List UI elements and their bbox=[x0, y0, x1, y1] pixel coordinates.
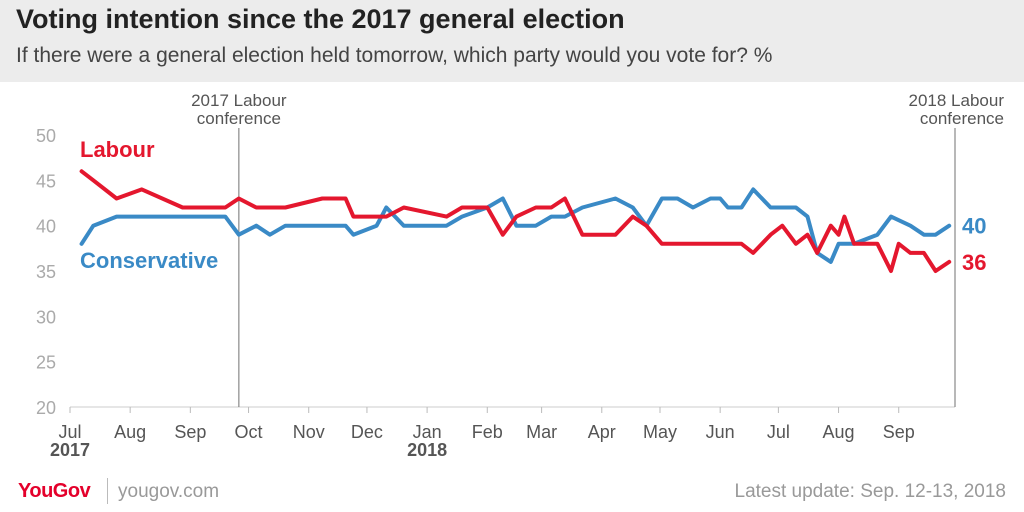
header: Voting intention since the 2017 general … bbox=[0, 0, 1024, 82]
x-tick-year-label: 2017 bbox=[50, 440, 90, 460]
x-tick-label: Dec bbox=[351, 422, 383, 442]
y-tick-label: 25 bbox=[36, 353, 56, 373]
annotation-label-line2: conference bbox=[920, 109, 1004, 128]
footer-site-link[interactable]: yougov.com bbox=[118, 481, 220, 502]
labour-end-value: 36 bbox=[962, 250, 986, 275]
x-tick-year-label: 2018 bbox=[407, 440, 447, 460]
x-tick-label: Jul bbox=[767, 422, 790, 442]
annotation-label-line1: 2018 Labour bbox=[909, 91, 1005, 110]
x-tick-label: Oct bbox=[235, 422, 263, 442]
x-tick-label: Sep bbox=[174, 422, 206, 442]
x-tick-label: Aug bbox=[114, 422, 146, 442]
y-tick-label: 50 bbox=[36, 126, 56, 146]
x-tick-label: Apr bbox=[588, 422, 616, 442]
latest-update-text: Latest update: Sep. 12-13, 2018 bbox=[734, 481, 1007, 502]
y-tick-label: 35 bbox=[36, 262, 56, 282]
annotation-label-line2: conference bbox=[197, 109, 281, 128]
y-tick-label: 40 bbox=[36, 217, 56, 237]
x-tick-label: Sep bbox=[883, 422, 915, 442]
x-tick-label: Aug bbox=[823, 422, 855, 442]
x-tick-label: May bbox=[643, 422, 677, 442]
chart-title: Voting intention since the 2017 general … bbox=[16, 4, 625, 34]
footer-divider bbox=[107, 478, 108, 504]
chart-subtitle: If there were a general election held to… bbox=[16, 44, 773, 67]
y-tick-label: 30 bbox=[36, 307, 56, 327]
x-tick-label: Mar bbox=[526, 422, 557, 442]
y-tick-label: 45 bbox=[36, 171, 56, 191]
annotation-label-line1: 2017 Labour bbox=[191, 91, 287, 110]
y-tick-label: 20 bbox=[36, 398, 56, 418]
yougov-logo: YouGov bbox=[18, 480, 91, 502]
conservative-legend-label: Conservative bbox=[80, 248, 218, 273]
x-tick-label: Feb bbox=[472, 422, 503, 442]
x-tick-label: Jan bbox=[413, 422, 442, 442]
x-tick-label: Jun bbox=[706, 422, 735, 442]
conservative-end-value: 40 bbox=[962, 214, 986, 239]
x-tick-label: Jul bbox=[58, 422, 81, 442]
x-tick-label: Nov bbox=[293, 422, 325, 442]
labour-legend-label: Labour bbox=[80, 137, 155, 162]
labour-series-line bbox=[79, 169, 952, 273]
conservative-series-line bbox=[79, 187, 952, 264]
